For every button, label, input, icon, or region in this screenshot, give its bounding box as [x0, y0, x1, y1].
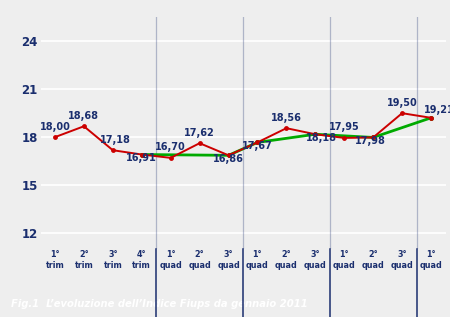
Text: Fig.1  L’evoluzione dell’Indice Fiups da gennaio 2011: Fig.1 L’evoluzione dell’Indice Fiups da …: [11, 299, 308, 308]
Text: 16,86: 16,86: [213, 154, 244, 164]
Text: 17,67: 17,67: [242, 141, 273, 151]
Text: 16,70: 16,70: [155, 142, 186, 152]
Text: 18,56: 18,56: [271, 113, 302, 123]
Text: 18,00: 18,00: [40, 121, 70, 132]
Text: 17,98: 17,98: [355, 136, 386, 146]
Text: 17,18: 17,18: [100, 135, 131, 145]
Text: 19,50: 19,50: [387, 98, 418, 107]
Text: 18,18: 18,18: [306, 133, 337, 143]
Text: 16,91: 16,91: [126, 153, 157, 163]
Text: 18,68: 18,68: [68, 111, 99, 121]
Text: 17,62: 17,62: [184, 128, 215, 138]
Text: 17,95: 17,95: [329, 122, 360, 132]
Text: 19,21: 19,21: [424, 105, 450, 115]
